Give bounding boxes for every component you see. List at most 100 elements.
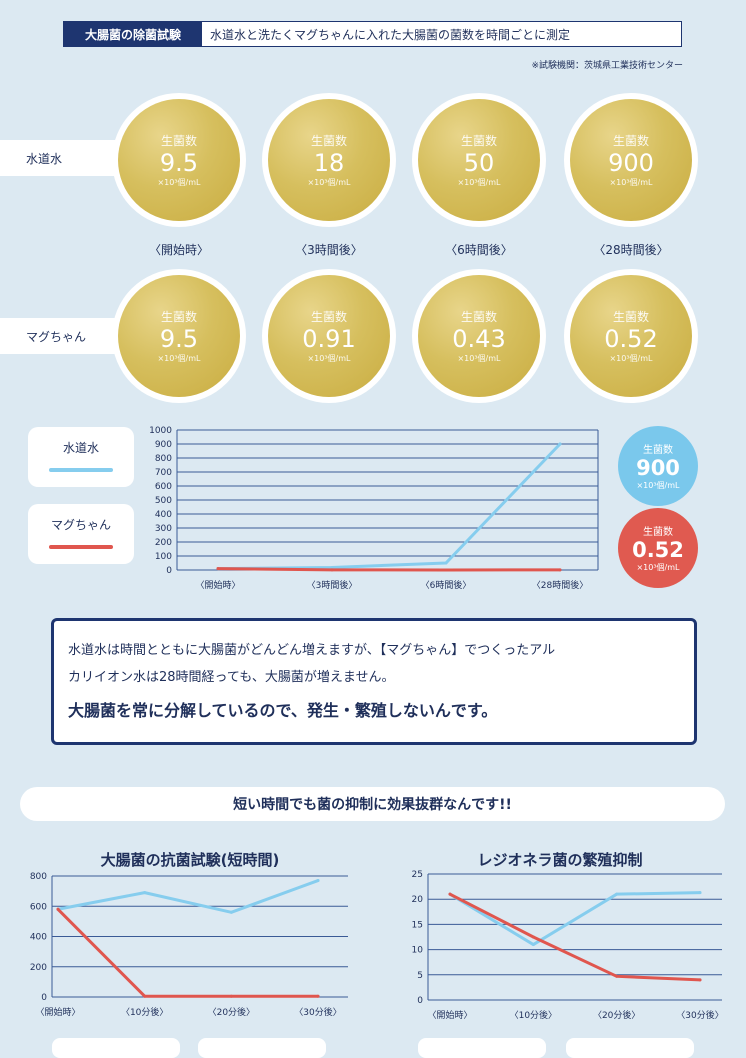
x-tick-label: 〈10分後〉: [121, 1006, 168, 1018]
x-tick-label: 〈30分後〉: [676, 1009, 723, 1021]
x-tick-label: 〈28時間後〉: [532, 579, 588, 591]
data-point: [448, 892, 452, 896]
x-tick-label: 〈20分後〉: [593, 1009, 640, 1021]
data-point: [531, 935, 535, 939]
ecoli-chart-title: 大腸菌の抗菌試験(短時間): [100, 851, 280, 869]
time-label: 〈3時間後〉: [295, 243, 363, 257]
sample-circle: 生菌数 0.52 ×10³個/mL: [564, 269, 698, 403]
count-value: 9.5: [159, 325, 199, 353]
count-unit: ×10³個/mL: [457, 354, 501, 363]
legend-tap-water: 水道水: [28, 427, 134, 487]
data-point: [558, 442, 562, 446]
series-line-1: [56, 907, 320, 998]
time-label: 〈6時間後〉: [445, 243, 513, 257]
badge-label: 生菌数: [643, 445, 673, 456]
ecoli-line-chart: 0 200 400 600 800 〈開始時〉 〈10分後〉 〈20分後〉 〈30分後〉: [30, 872, 348, 1018]
y-tick-label: 400: [155, 510, 172, 520]
count-unit: ×10³個/mL: [307, 178, 351, 187]
count-label: 生菌数: [160, 310, 197, 324]
y-tick-label: 25: [412, 870, 423, 880]
x-tick-label: 〈30分後〉: [294, 1006, 341, 1018]
series-line-1: [448, 892, 702, 982]
y-tick-label: 1000: [149, 426, 172, 436]
sample-circle: 生菌数 900 ×10³個/mL: [564, 93, 698, 227]
data-point: [531, 943, 535, 947]
legionella-line-chart: 0 5 10 15 20 25 〈開始時〉 〈10分後〉 〈20分後〉 〈30分後〉: [412, 870, 724, 1021]
explanation-box: 水道水は時間とともに大腸菌がどんどん増えますが、【マグちゃん】でつくったアル カ…: [51, 618, 697, 745]
count-label: 生菌数: [310, 310, 347, 324]
y-tick-label: 800: [30, 872, 47, 882]
y-tick-label: 200: [30, 963, 47, 973]
count-value: 0.91: [302, 325, 356, 353]
data-point: [56, 907, 60, 911]
x-tick-label: 〈3時間後〉: [307, 579, 358, 591]
growth-line-chart: 0 100 200 300 400 500 600 700 800 900 1000 〈開始時〉 〈3時…: [149, 426, 599, 591]
count-value: 0.43: [452, 325, 506, 353]
count-label: 生菌数: [460, 310, 497, 324]
y-tick-label: 300: [155, 524, 172, 534]
series-line-0: [216, 442, 562, 571]
x-tick-label: 〈開始時〉: [427, 1009, 472, 1021]
y-tick-label: 5: [417, 971, 423, 981]
data-point: [229, 910, 233, 914]
count-value: 0.52: [604, 325, 658, 353]
sample-circle: 生菌数 18 ×10³個/mL: [262, 93, 396, 227]
badge-value: 0.52: [632, 538, 684, 562]
sample-circle: 生菌数 0.91 ×10³個/mL: [262, 269, 396, 403]
data-point: [316, 994, 320, 998]
count-label: 生菌数: [160, 134, 197, 148]
y-tick-label: 0: [166, 566, 172, 576]
badge-value: 900: [636, 456, 680, 480]
explanation-line-2: カリイオン水は28時間経っても、大腸菌が増えません。: [68, 670, 395, 685]
y-tick-label: 600: [30, 902, 47, 912]
badge-tap-water: 生菌数 900 ×10³個/mL: [618, 426, 698, 506]
sample-circle: 生菌数 0.43 ×10³個/mL: [412, 269, 546, 403]
y-tick-label: 600: [155, 482, 172, 492]
data-point: [615, 974, 619, 978]
bottom-card: [566, 1038, 694, 1058]
badge-maguchan: 生菌数 0.52 ×10³個/mL: [618, 508, 698, 588]
bottom-card: [198, 1038, 326, 1058]
y-tick-label: 700: [155, 468, 172, 478]
y-tick-label: 800: [155, 454, 172, 464]
series-line-1: [216, 567, 562, 572]
legend-swatch: [49, 545, 113, 549]
count-unit: ×10³個/mL: [609, 178, 653, 187]
legend-label: 水道水: [62, 441, 99, 455]
data-point: [698, 891, 702, 895]
legend-label: マグちゃん: [50, 518, 111, 532]
count-value: 9.5: [159, 149, 199, 177]
series-line-0: [448, 891, 702, 947]
x-tick-label: 〈開始時〉: [195, 579, 240, 591]
x-tick-label: 〈6時間後〉: [421, 579, 472, 591]
data-point: [615, 892, 619, 896]
time-label: 〈28時間後〉: [593, 243, 669, 257]
bottom-card: [52, 1038, 180, 1058]
data-point: [444, 568, 448, 572]
data-point: [330, 565, 334, 569]
data-point: [229, 994, 233, 998]
time-label: 〈開始時〉: [148, 243, 209, 257]
badge-label: 生菌数: [643, 527, 673, 538]
test-tag: 大腸菌の除菌試験: [64, 22, 202, 46]
count-label: 生菌数: [612, 310, 649, 324]
count-unit: ×10³個/mL: [609, 354, 653, 363]
y-tick-label: 0: [417, 996, 423, 1006]
badge-unit: ×10³個/mL: [636, 481, 680, 490]
data-point: [143, 994, 147, 998]
test-institution-note: ※試験機関：茨城県工業技術センター: [531, 61, 683, 71]
sample-circle: 生菌数 9.5 ×10³個/mL: [112, 269, 246, 403]
sample-circle: 生菌数 9.5 ×10³個/mL: [112, 93, 246, 227]
data-point: [143, 891, 147, 895]
sample-circle: 生菌数 50 ×10³個/mL: [412, 93, 546, 227]
count-value: 50: [463, 149, 495, 177]
y-tick-label: 0: [41, 993, 47, 1003]
x-tick-label: 〈10分後〉: [510, 1009, 557, 1021]
data-point: [444, 561, 448, 565]
count-value: 18: [313, 149, 345, 177]
y-tick-label: 20: [412, 895, 424, 905]
x-tick-label: 〈20分後〉: [208, 1006, 255, 1018]
data-point: [330, 568, 334, 572]
legend-maguchan: マグちゃん: [28, 504, 134, 564]
y-tick-label: 900: [155, 440, 172, 450]
